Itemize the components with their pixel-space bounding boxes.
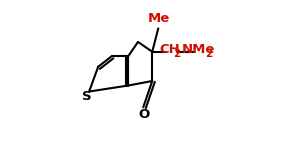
Text: Me: Me <box>148 12 170 25</box>
Text: CH: CH <box>159 43 180 56</box>
Text: O: O <box>138 108 149 121</box>
Text: 2: 2 <box>173 49 180 58</box>
Text: 2: 2 <box>205 49 212 58</box>
Text: NMe: NMe <box>182 43 215 56</box>
Text: S: S <box>82 90 91 103</box>
